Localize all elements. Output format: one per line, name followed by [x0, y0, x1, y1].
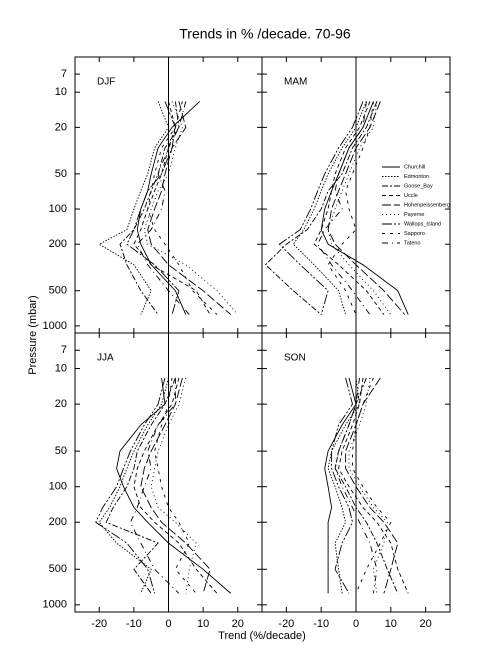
y-tick-label: 100 [49, 203, 67, 215]
profile-line [133, 377, 218, 594]
panel-label: JJA [97, 353, 114, 364]
legend-label: Uccle [404, 193, 418, 199]
profile-line [331, 377, 353, 594]
profile-line [95, 377, 166, 594]
profile-line [119, 101, 180, 315]
profile-line [352, 377, 392, 594]
profile-line [324, 377, 357, 594]
profile-line [116, 377, 232, 594]
legend-label: Churchill [404, 164, 425, 170]
legend-label: Hohenpeissenberg [404, 202, 450, 208]
y-axis-label: Pressure (mbar) [27, 295, 39, 374]
x-axis-label: Trend (%/decade) [218, 630, 306, 642]
profile-line [327, 101, 374, 315]
profile-line [317, 101, 371, 315]
y-tick-label: 1000 [43, 599, 67, 611]
profile-line [334, 377, 378, 594]
y-tick-label: 20 [55, 398, 67, 410]
x-tick-label: 20 [420, 618, 432, 630]
profile-line [154, 377, 197, 594]
profile-line [140, 377, 211, 594]
legend-label: Edmonton [404, 174, 429, 180]
legend-label: Sapporo [404, 231, 425, 237]
profile-line [345, 377, 399, 594]
x-tick-label: 0 [165, 618, 171, 630]
x-tick-label: 10 [197, 618, 209, 630]
y-tick-label: 500 [49, 563, 67, 575]
x-tick-label: 20 [232, 618, 244, 630]
panel-label: SON [284, 353, 306, 364]
profile-line [136, 101, 201, 315]
profile-line [126, 101, 180, 315]
y-tick-label: 100 [49, 481, 67, 493]
y-tick-label: 10 [55, 86, 67, 98]
x-tick-label: -10 [313, 618, 329, 630]
legend-label: Tateno [404, 240, 421, 246]
profile-line [338, 377, 409, 594]
x-tick-label: 0 [353, 618, 359, 630]
y-tick-label: 20 [55, 121, 67, 133]
profile-line [313, 101, 385, 315]
y-tick-label: 200 [49, 516, 67, 528]
y-tick-label: 500 [49, 285, 67, 297]
profile-line [98, 101, 170, 315]
figure-title: Trends in % /decade. 70-96 [179, 26, 351, 42]
profile-line [278, 101, 364, 315]
profile-line [147, 101, 218, 315]
y-tick-label: 50 [55, 445, 67, 457]
legend-label: Wallops_Island [404, 221, 441, 227]
y-tick-label: 7 [61, 344, 67, 356]
x-tick-label: -20 [278, 618, 294, 630]
y-tick-label: 50 [55, 168, 67, 180]
y-tick-label: 200 [49, 238, 67, 250]
profile-line [327, 101, 406, 315]
y-tick-label: 7 [61, 68, 67, 80]
y-tick-label: 10 [55, 362, 67, 374]
profile-line [320, 101, 409, 315]
profile-line [334, 377, 399, 594]
y-tick-label: 1000 [43, 320, 67, 332]
profile-line [264, 101, 378, 315]
x-tick-label: -10 [126, 618, 142, 630]
profile-line [292, 101, 367, 315]
legend-label: Payerne [404, 212, 425, 218]
profile-line [327, 377, 360, 594]
profile-line [129, 377, 180, 594]
x-tick-label: 10 [385, 618, 397, 630]
legend-label: Goose_Bay [404, 183, 433, 189]
profile-line [327, 101, 392, 315]
profile-line [147, 101, 232, 315]
profile-line [143, 101, 239, 315]
panel-label: DJF [97, 77, 115, 88]
x-tick-label: -20 [91, 618, 107, 630]
profile-line [105, 377, 176, 594]
profile-line [348, 377, 388, 594]
panel-label: MAM [284, 77, 307, 88]
